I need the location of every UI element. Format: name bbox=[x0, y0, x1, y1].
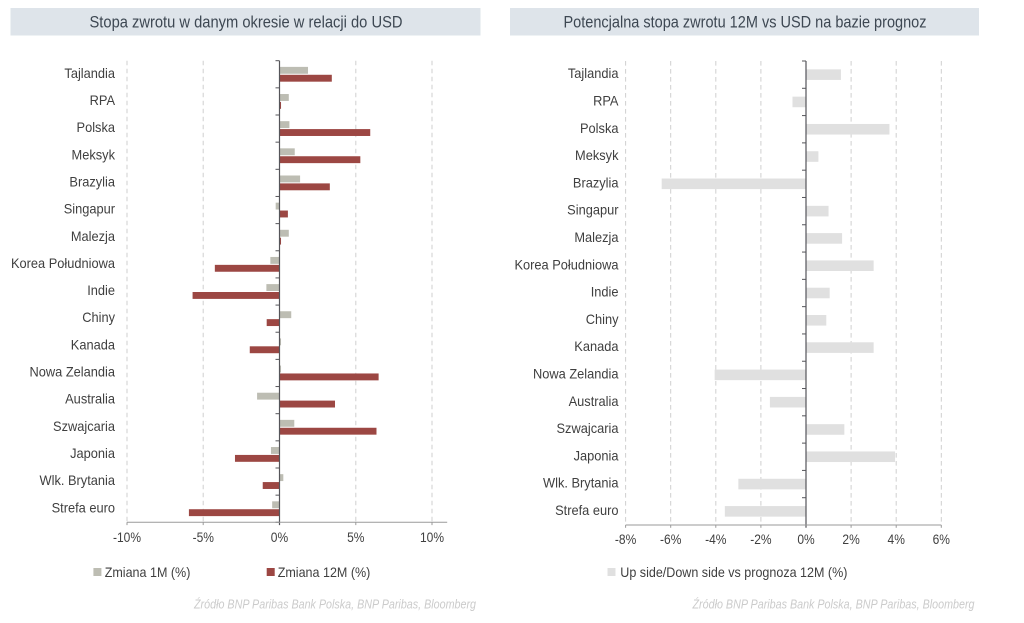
svg-text:Korea Południowa: Korea Południowa bbox=[514, 257, 619, 272]
svg-text:Japonia: Japonia bbox=[574, 448, 620, 463]
svg-text:Brazylia: Brazylia bbox=[573, 175, 619, 190]
svg-text:Singapur: Singapur bbox=[64, 201, 116, 216]
svg-text:Szwajcaria: Szwajcaria bbox=[557, 421, 620, 436]
svg-text:Polska: Polska bbox=[580, 121, 619, 136]
svg-text:Meksyk: Meksyk bbox=[72, 147, 116, 162]
svg-text:Wlk. Brytania: Wlk. Brytania bbox=[543, 475, 619, 490]
svg-text:Meksyk: Meksyk bbox=[575, 148, 619, 163]
svg-text:Zmiana 1M (%): Zmiana 1M (%) bbox=[105, 565, 191, 581]
svg-text:-6%: -6% bbox=[660, 532, 681, 548]
svg-text:Malezja: Malezja bbox=[574, 230, 619, 245]
svg-text:Indie: Indie bbox=[591, 284, 619, 299]
svg-text:Indie: Indie bbox=[87, 283, 115, 298]
svg-text:-2%: -2% bbox=[750, 532, 771, 548]
svg-text:2%: 2% bbox=[842, 532, 859, 548]
svg-text:Singapur: Singapur bbox=[567, 202, 619, 217]
svg-text:Japonia: Japonia bbox=[70, 446, 116, 461]
svg-text:Zmiana 12M (%): Zmiana 12M (%) bbox=[278, 565, 371, 581]
svg-text:Źródło BNP Paribas Bank Polska: Źródło BNP Paribas Bank Polska, BNP Pari… bbox=[193, 596, 476, 611]
svg-text:Szwajcaria: Szwajcaria bbox=[53, 419, 116, 434]
svg-text:Brazylia: Brazylia bbox=[69, 174, 115, 189]
svg-text:-10%: -10% bbox=[113, 529, 141, 545]
svg-text:-4%: -4% bbox=[705, 532, 726, 548]
svg-text:Stopa zwrotu w danym okresie w: Stopa zwrotu w danym okresie w relacji d… bbox=[90, 12, 403, 31]
svg-text:Tajlandia: Tajlandia bbox=[64, 66, 115, 81]
svg-text:Australia: Australia bbox=[569, 393, 620, 408]
svg-text:Polska: Polska bbox=[77, 120, 116, 135]
svg-text:5%: 5% bbox=[347, 529, 364, 545]
svg-text:Potencjalna stopa zwrotu 12M v: Potencjalna stopa zwrotu 12M vs USD na b… bbox=[564, 12, 927, 31]
svg-text:Strefa euro: Strefa euro bbox=[555, 503, 618, 518]
svg-text:Chiny: Chiny bbox=[82, 310, 115, 325]
svg-text:Kanada: Kanada bbox=[71, 337, 116, 352]
svg-text:Nowa Zelandia: Nowa Zelandia bbox=[30, 364, 116, 379]
svg-text:Korea Południowa: Korea Południowa bbox=[11, 256, 116, 271]
svg-text:Up side/Down side vs prognoza: Up side/Down side vs prognoza 12M (%) bbox=[620, 565, 847, 581]
svg-text:RPA: RPA bbox=[90, 93, 116, 108]
svg-text:Wlk. Brytania: Wlk. Brytania bbox=[40, 473, 116, 488]
svg-text:Tajlandia: Tajlandia bbox=[568, 66, 619, 81]
svg-text:Australia: Australia bbox=[65, 391, 116, 406]
svg-text:Malezja: Malezja bbox=[71, 228, 116, 243]
svg-text:Strefa euro: Strefa euro bbox=[52, 500, 115, 515]
svg-text:6%: 6% bbox=[933, 532, 950, 548]
svg-text:0%: 0% bbox=[797, 532, 814, 548]
svg-text:RPA: RPA bbox=[593, 93, 619, 108]
svg-text:-8%: -8% bbox=[615, 532, 636, 548]
svg-text:10%: 10% bbox=[420, 529, 444, 545]
svg-text:0%: 0% bbox=[271, 529, 288, 545]
svg-text:4%: 4% bbox=[888, 532, 905, 548]
svg-text:Nowa Zelandia: Nowa Zelandia bbox=[533, 366, 619, 381]
svg-text:Źródło BNP Paribas Bank Polska: Źródło BNP Paribas Bank Polska, BNP Pari… bbox=[692, 596, 975, 611]
svg-text:-5%: -5% bbox=[193, 529, 214, 545]
svg-text:Kanada: Kanada bbox=[574, 339, 619, 354]
svg-text:Chiny: Chiny bbox=[586, 312, 619, 327]
